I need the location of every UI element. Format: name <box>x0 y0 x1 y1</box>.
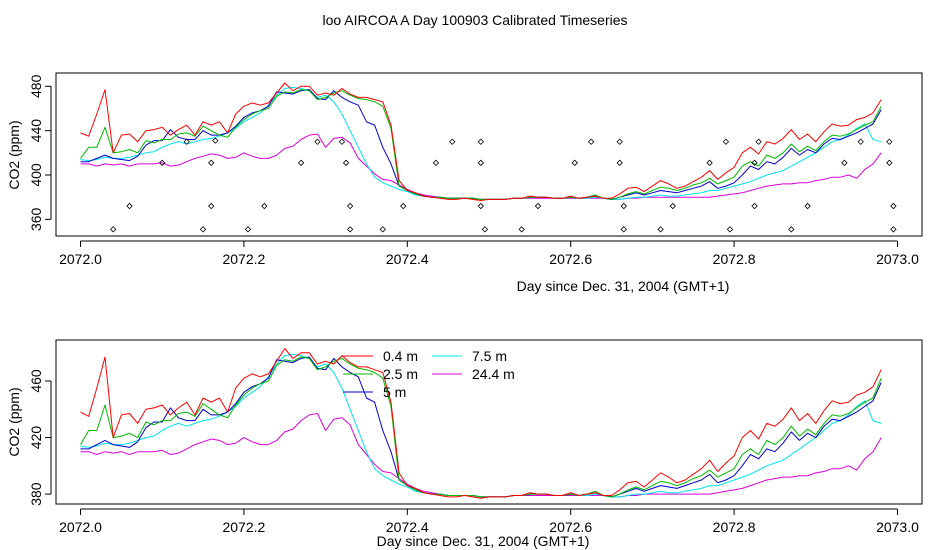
legend-label-04m: 0.4 m <box>383 348 418 364</box>
top-panel-xlabel: Day since Dec. 31, 2004 (GMT+1) <box>517 278 730 294</box>
top-panel-diamond-marker <box>518 226 525 233</box>
bottom-panel-y-axis: 380 420 460 <box>28 369 52 506</box>
bottom-panel-xlabel: Day since Dec. 31, 2004 (GMT+1) <box>377 533 590 549</box>
top-panel: Day since Dec. 31, 2004 (GMT+1) CO2 (ppm… <box>6 72 923 294</box>
top-panel-diamond-marker <box>400 202 407 210</box>
top-panel-diamond-marker <box>620 226 627 233</box>
top-panel-diamond-marker <box>751 202 758 210</box>
bottom-panel-series-group <box>80 348 882 499</box>
bottom-panel-x-tick-label: 2072.4 <box>386 519 429 535</box>
top-panel-diamond-marker <box>183 138 190 145</box>
top-panel-diamond-marker <box>481 226 489 233</box>
top-panel-diamond-marker <box>857 138 864 145</box>
bottom-panel-x-tick-label: 2072.8 <box>713 519 756 535</box>
bottom-panel-x-tick-label: 2073.0 <box>876 519 919 535</box>
top-panel-diamond-marker <box>534 202 542 210</box>
top-panel-diamond-marker <box>669 202 676 210</box>
legend: 0.4 m 2.5 m 5 m 7.5 m 24.4 m <box>343 348 515 400</box>
top-panel-diamond-marker <box>722 138 730 145</box>
top-panel-diamond-marker <box>477 159 484 166</box>
top-panel-diamond-marker <box>616 138 623 145</box>
top-panel-diamond-marker <box>212 137 219 144</box>
bottom-panel-x-axis: 2072.0 2072.2 2072.4 2072.6 2072.8 2073.0 <box>59 508 919 535</box>
figure-title: loo AIRCOA A Day 100903 Calibrated Times… <box>322 12 627 28</box>
top-panel-diamond-marker <box>477 202 484 210</box>
bottom-panel-y-tick-label: 460 <box>28 369 44 393</box>
top-panel-diamond-marker <box>587 138 595 145</box>
top-panel-diamond-marker <box>616 159 623 166</box>
top-panel-x-tick-label: 2072.8 <box>713 251 756 267</box>
top-panel-diamond-marker <box>890 202 897 210</box>
top-panel-y-tick-label: 480 <box>28 74 44 98</box>
top-panel-diamond-marker <box>788 226 795 233</box>
top-panel-markers <box>110 137 897 233</box>
top-panel-diamond-marker <box>338 138 346 145</box>
bottom-panel-y-tick-label: 420 <box>28 426 44 450</box>
top-panel-diamond-marker <box>886 138 893 145</box>
top-panel-diamond-marker <box>886 159 893 166</box>
bottom-panel-series-04m <box>80 348 882 499</box>
top-panel-diamond-marker <box>208 202 215 210</box>
top-panel-diamond-marker <box>432 159 440 166</box>
top-panel-x-tick-label: 2072.4 <box>386 251 429 267</box>
top-panel-diamond-marker <box>159 159 166 166</box>
bottom-panel-ylabel: CO2 (ppm) <box>6 387 22 456</box>
top-panel-diamond-marker <box>726 226 734 233</box>
top-panel-diamond-marker <box>346 202 354 210</box>
top-panel-diamond-marker <box>110 226 117 233</box>
bottom-panel: Day since Dec. 31, 2004 (GMT+1) CO2 (ppm… <box>6 339 923 549</box>
top-panel-y-tick-label: 400 <box>28 163 44 187</box>
bottom-panel-x-tick-label: 2072.0 <box>59 519 102 535</box>
top-panel-diamond-marker <box>126 202 133 210</box>
top-panel-series-25m <box>80 89 882 200</box>
top-panel-x-tick-label: 2072.2 <box>222 251 265 267</box>
top-panel-diamond-marker <box>199 226 207 233</box>
top-panel-diamond-marker <box>751 159 758 166</box>
top-panel-diamond-marker <box>657 226 664 233</box>
bottom-panel-frame <box>55 339 923 505</box>
top-panel-diamond-marker <box>477 138 484 145</box>
bottom-panel-y-tick-label: 380 <box>28 482 44 506</box>
top-panel-x-tick-label: 2073.0 <box>876 251 919 267</box>
top-panel-diamond-marker <box>841 159 848 166</box>
top-panel-frame <box>55 72 923 237</box>
bottom-panel-x-tick-label: 2072.6 <box>549 519 592 535</box>
top-panel-diamond-marker <box>297 159 305 166</box>
top-panel-diamond-marker <box>208 159 215 166</box>
top-panel-y-axis: 360 400 440 480 <box>28 74 52 231</box>
top-panel-y-tick-label: 440 <box>28 119 44 143</box>
top-panel-series-04m <box>80 82 882 201</box>
top-panel-diamond-marker <box>449 138 456 145</box>
top-panel-diamond-marker <box>620 202 627 210</box>
top-panel-diamond-marker <box>804 202 811 210</box>
top-panel-y-tick-label: 360 <box>28 207 44 231</box>
top-panel-ylabel: CO2 (ppm) <box>6 120 22 189</box>
top-panel-diamond-marker <box>571 159 578 166</box>
legend-label-244m: 24.4 m <box>472 366 515 382</box>
legend-label-75m: 7.5 m <box>472 348 507 364</box>
bottom-panel-series-25m <box>80 356 882 498</box>
top-panel-diamond-marker <box>346 226 354 233</box>
top-panel-diamond-marker <box>706 159 713 166</box>
top-panel-x-axis: 2072.0 2072.2 2072.4 2072.6 2072.8 2073.0 <box>59 240 919 267</box>
top-panel-diamond-marker <box>379 226 386 233</box>
legend-label-5m: 5 m <box>383 384 406 400</box>
top-panel-x-tick-label: 2072.0 <box>59 251 102 267</box>
top-panel-diamond-marker <box>314 138 321 145</box>
top-panel-diamond-marker <box>890 226 897 233</box>
top-panel-diamond-marker <box>342 159 350 166</box>
legend-label-25m: 2.5 m <box>383 366 418 382</box>
bottom-panel-x-tick-label: 2072.2 <box>222 519 265 535</box>
top-panel-series-group <box>80 82 882 201</box>
top-panel-diamond-marker <box>261 202 268 210</box>
top-panel-diamond-marker <box>755 138 762 145</box>
top-panel-x-tick-label: 2072.6 <box>549 251 592 267</box>
top-panel-diamond-marker <box>244 226 252 233</box>
